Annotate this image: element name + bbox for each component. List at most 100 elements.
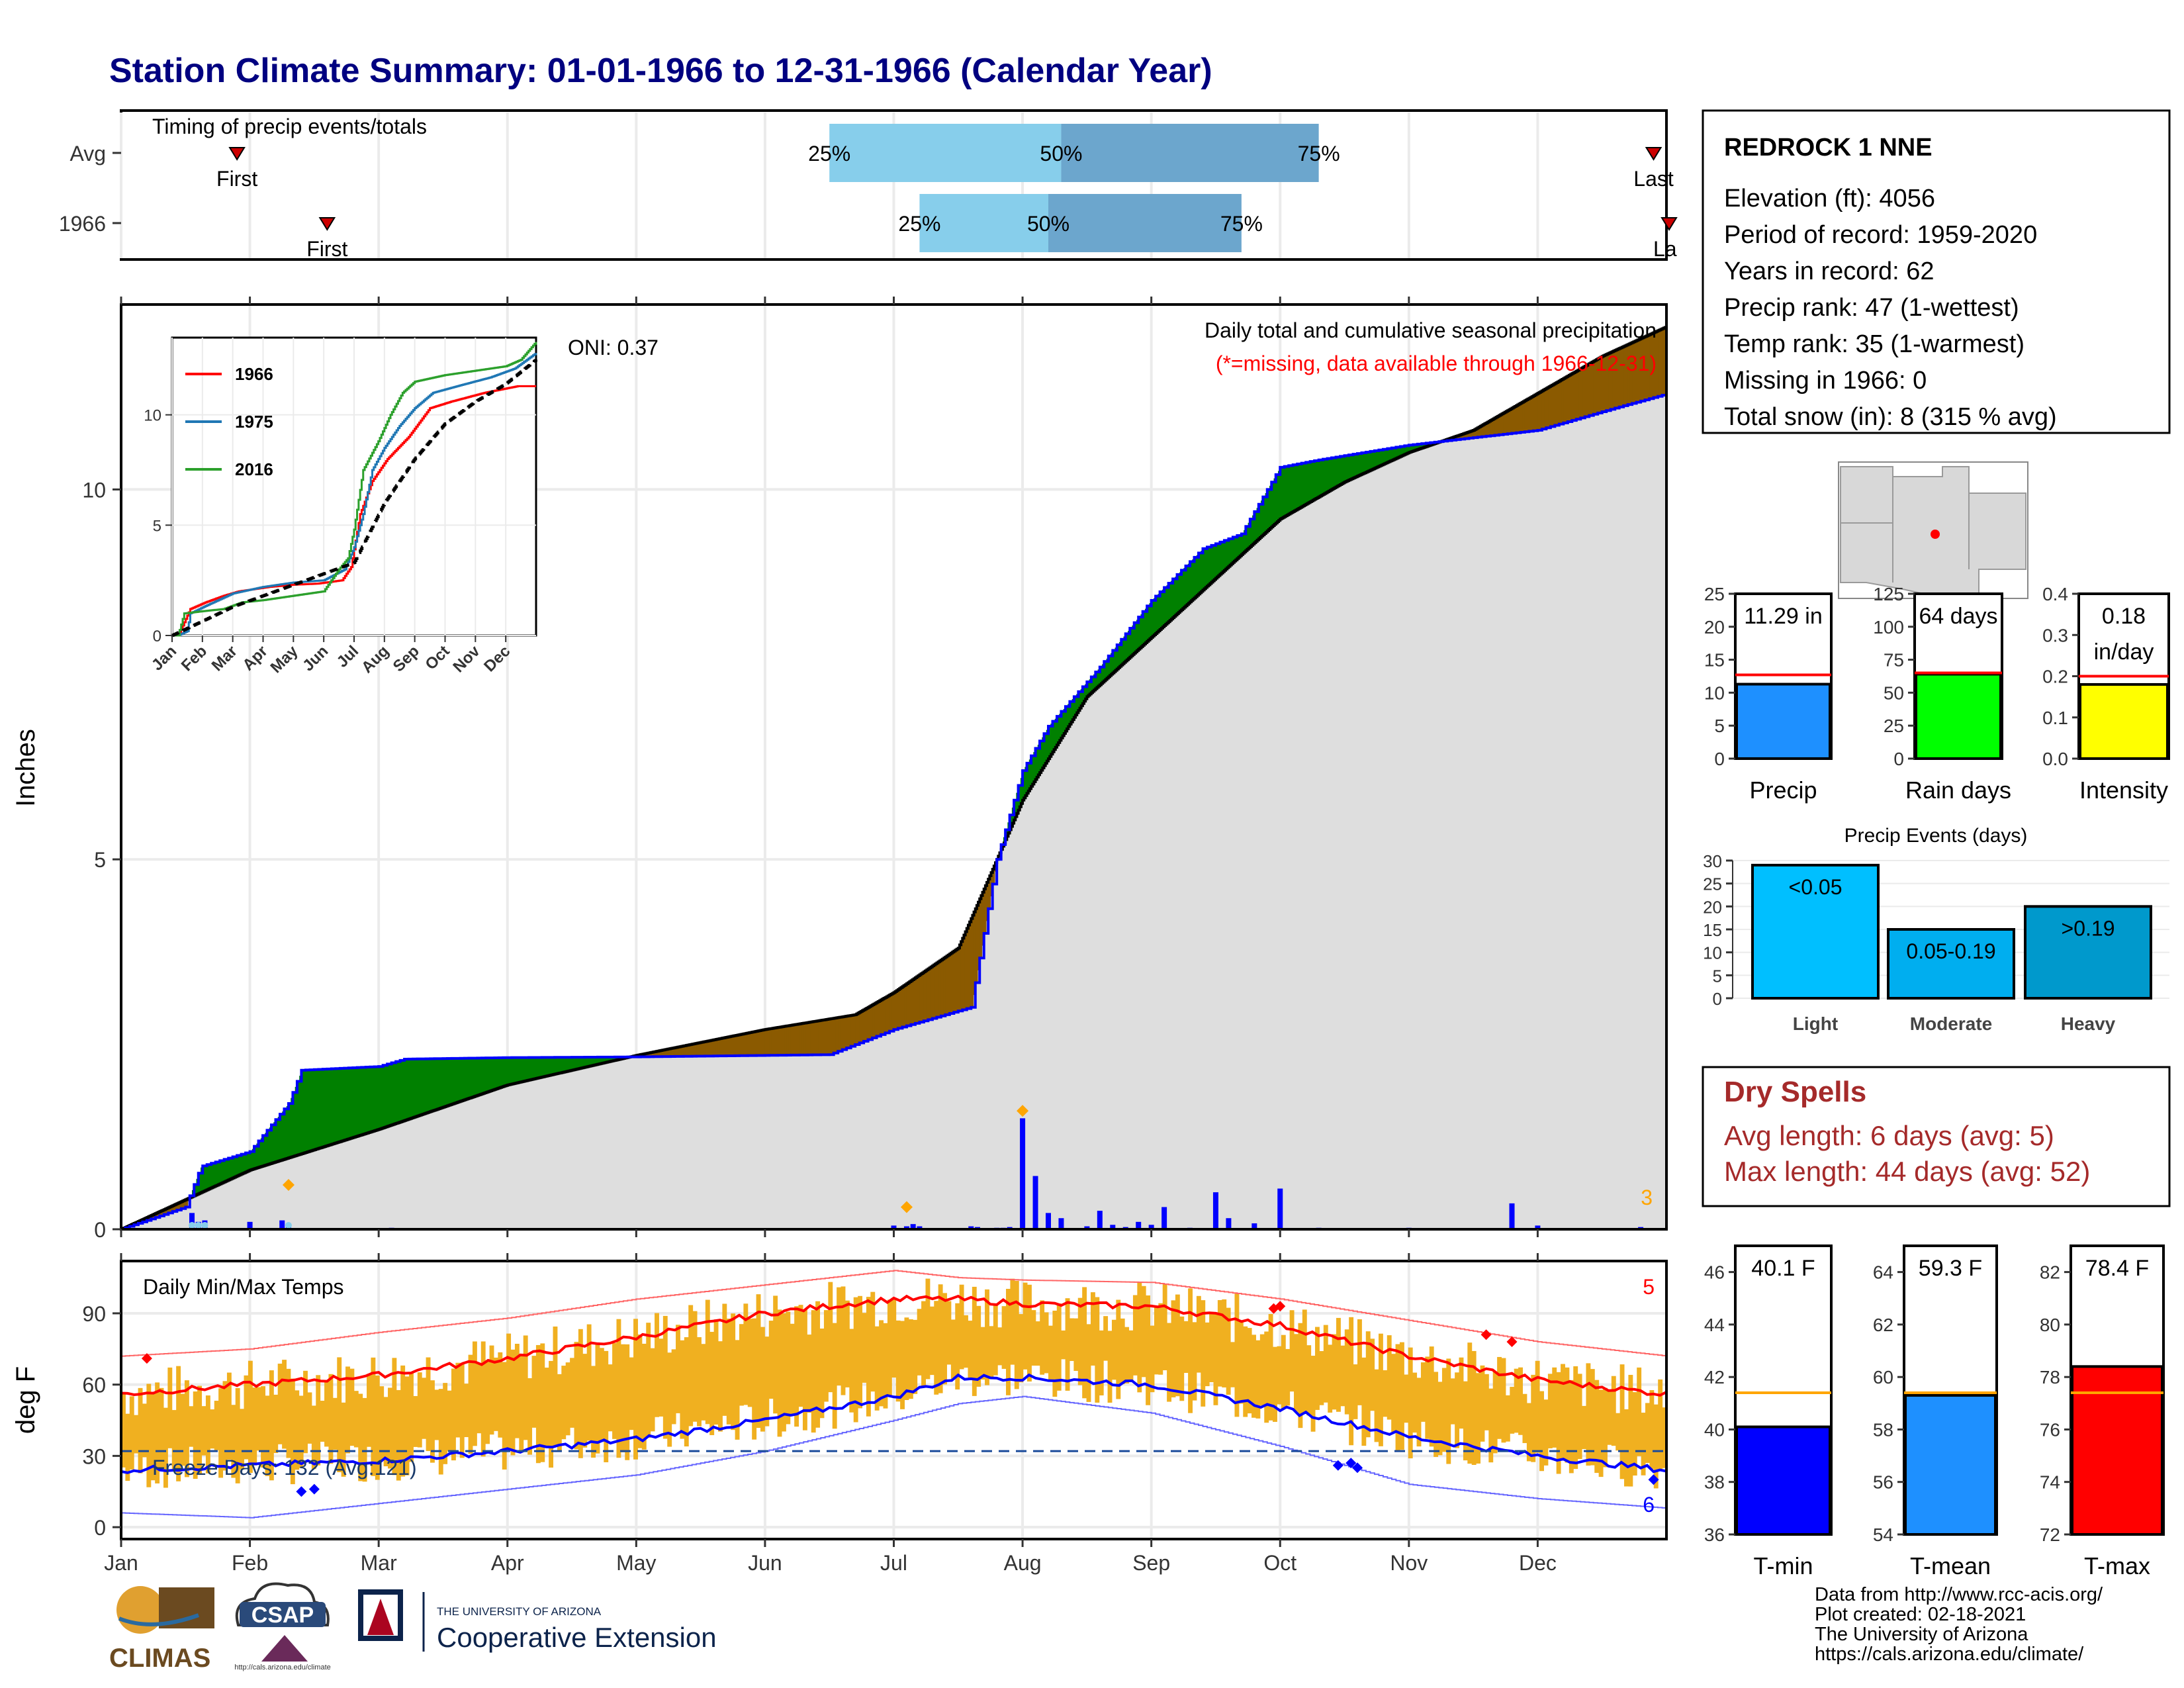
temp-daily-bar — [265, 1395, 270, 1476]
precip-deficit-area — [1567, 376, 1570, 422]
precip-surplus-area — [1301, 463, 1304, 507]
precip-surplus-area — [211, 1163, 214, 1188]
precip-surplus-area — [363, 1067, 367, 1135]
precip-deficit-area — [1559, 381, 1562, 424]
precip-surplus-area — [215, 1162, 218, 1186]
precip-surplus-area — [473, 1058, 476, 1097]
precip-deficit-area — [1612, 351, 1615, 409]
precip-deficit-area — [852, 1015, 856, 1046]
precip-daily-bar — [1148, 1225, 1154, 1229]
precip-deficit-area — [1473, 430, 1476, 438]
precip-deficit-area — [1580, 368, 1584, 418]
precip-surplus-area — [1406, 445, 1410, 454]
precip-surplus-area — [1111, 653, 1113, 675]
temp-daily-bar — [1492, 1371, 1498, 1454]
precip-surplus-area — [475, 1058, 478, 1096]
precip-deficit-area — [724, 1037, 727, 1056]
temp-daily-bar — [1565, 1367, 1570, 1463]
precip-deficit-area — [825, 1019, 828, 1055]
precip-deficit-area — [928, 968, 931, 1020]
credit-line: https://cals.arizona.edu/climate/ — [1815, 1644, 2084, 1665]
temp-daily-bar — [1459, 1357, 1464, 1429]
inset-line-1975 — [172, 353, 537, 637]
precip-light-marker — [201, 1222, 208, 1229]
precip-surplus-area — [447, 1058, 450, 1106]
temp-daily-bar — [1281, 1335, 1286, 1409]
precip-deficit-area — [1647, 335, 1650, 400]
university-of-arizona-logo: THE UNIVERSITY OF ARIZONA Cooperative Ex… — [358, 1589, 717, 1653]
precip-surplus-area — [477, 1058, 480, 1096]
precip-deficit-area — [1469, 432, 1472, 438]
precip-daily-bar — [917, 1226, 923, 1229]
precip-surplus-area — [408, 1058, 412, 1119]
temp-daily-bar — [142, 1403, 147, 1458]
precip-surplus-area — [400, 1060, 403, 1122]
temp-daily-bar — [1179, 1316, 1185, 1401]
precip-surplus-area — [1016, 792, 1019, 816]
precip-deficit-area — [881, 1000, 884, 1035]
temp-daily-bar — [146, 1383, 152, 1487]
temp-daily-bar — [1556, 1372, 1561, 1474]
temp-daily-bar — [1315, 1327, 1320, 1410]
temp-daily-bar — [498, 1352, 503, 1438]
inset-y-tick-label: 5 — [153, 517, 161, 535]
precip-deficit-area — [170, 1206, 173, 1213]
temp-daily-bar — [320, 1401, 325, 1442]
temp-daily-bar — [349, 1368, 355, 1446]
precip-surplus-area — [484, 1058, 486, 1094]
temp-daily-bar — [180, 1393, 185, 1466]
timing-quantile-label: 75% — [1298, 142, 1340, 165]
precip-deficit-area — [1492, 419, 1496, 436]
precip-daily-bar — [1136, 1221, 1142, 1229]
temp-daily-bar — [1662, 1407, 1667, 1468]
temp-daily-bar — [1213, 1312, 1218, 1405]
temp-daily-bar — [434, 1389, 439, 1440]
temp-daily-bar — [756, 1294, 761, 1429]
inset-grid — [171, 338, 536, 636]
precip-deficit-area — [900, 988, 903, 1028]
precip-surplus-area — [1336, 457, 1339, 487]
precip-surplus-area — [1232, 537, 1236, 563]
precip-surplus-area — [1351, 454, 1354, 479]
events-category-label: Heavy — [2061, 1013, 2116, 1034]
temp-daily-bar — [1319, 1351, 1324, 1405]
temp-daily-bar — [226, 1372, 232, 1460]
temp-daily-bar — [1035, 1321, 1040, 1366]
temp-record-low-marker — [1648, 1474, 1659, 1485]
precip-surplus-area — [1239, 534, 1242, 557]
precip-deficit-area — [883, 998, 886, 1034]
precip-surplus-area — [467, 1058, 469, 1100]
temp-record-low-marker — [1352, 1462, 1363, 1474]
precip-surplus-area — [1359, 453, 1363, 475]
temp-daily-bar — [1437, 1382, 1443, 1456]
precip-surplus-area — [415, 1058, 418, 1117]
precip-deficit-area — [949, 954, 952, 1014]
temp-daily-bar — [659, 1338, 664, 1417]
precip-deficit-area — [962, 938, 966, 1010]
precip-surplus-area — [1280, 467, 1283, 520]
temp-daily-bar — [1425, 1356, 1430, 1439]
precip-surplus-area — [1071, 699, 1075, 721]
precip-surplus-area — [428, 1058, 431, 1113]
precip-corner-count: 3 — [1641, 1186, 1653, 1209]
precip-surplus-area — [1035, 748, 1038, 780]
temp-daily-bar — [1188, 1288, 1193, 1413]
precip-surplus-area — [481, 1058, 484, 1094]
temp-daily-bar — [485, 1361, 490, 1444]
summary-bar-tick-label: 38 — [1704, 1472, 1725, 1493]
precip-deficit-area — [1643, 337, 1646, 400]
precip-surplus-area — [574, 1057, 577, 1070]
precip-deficit-area — [1486, 422, 1489, 436]
temp-daily-bar — [1399, 1342, 1404, 1450]
precip-deficit-area — [1561, 379, 1564, 424]
summary-bar-value: 11.29 in — [1744, 604, 1822, 629]
events-y-tick-label: 25 — [1703, 874, 1722, 894]
temp-daily-bar — [134, 1415, 139, 1454]
month-label: Mar — [361, 1551, 397, 1575]
credit-line: Data from http://www.rcc-acis.org/ — [1815, 1584, 2103, 1605]
precip-deficit-area — [1615, 350, 1618, 408]
precip-surplus-area — [374, 1066, 377, 1131]
precip-events-title: Precip Events (days) — [1844, 825, 2028, 847]
temp-daily-bar — [891, 1297, 897, 1378]
station-info-line: Temp rank: 35 (1-warmest) — [1724, 330, 2025, 358]
